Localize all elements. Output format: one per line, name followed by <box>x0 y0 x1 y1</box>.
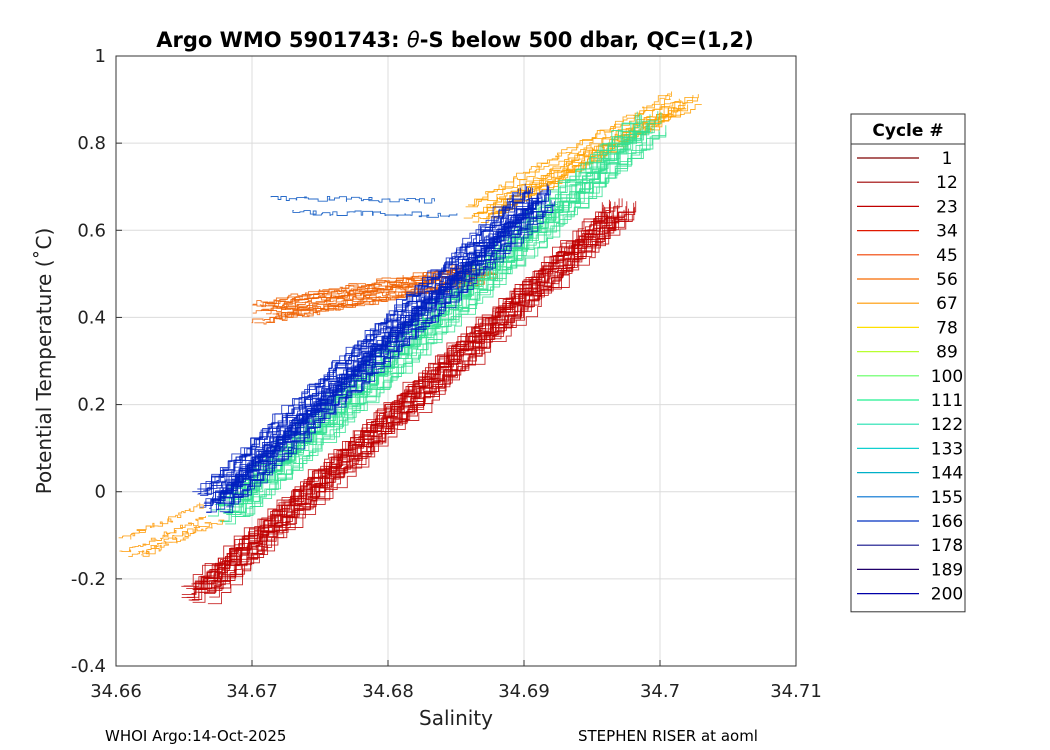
profile-line <box>200 201 524 508</box>
profile-line <box>292 210 458 218</box>
x-tick-label: 34.66 <box>90 681 142 702</box>
legend-label: 45 <box>936 246 958 266</box>
profile-line <box>192 187 521 493</box>
legend-label: 67 <box>936 294 958 314</box>
profile-line <box>465 97 671 208</box>
x-tick-label: 34.67 <box>226 681 278 702</box>
profile-line <box>183 204 604 587</box>
profile-line <box>119 516 206 553</box>
profile-line <box>209 187 532 490</box>
profile-line <box>191 198 620 585</box>
x-tick-label: 34.71 <box>770 681 822 702</box>
legend-box <box>850 113 966 613</box>
y-tick-label: 0.2 <box>77 395 106 416</box>
legend-label: 155 <box>931 488 963 508</box>
legend-label: 23 <box>936 197 958 217</box>
profile-line <box>195 204 618 590</box>
x-tick-label: 34.69 <box>498 681 550 702</box>
legend-label: 12 <box>936 173 958 193</box>
footer-right: STEPHEN RISER at aoml <box>578 727 758 745</box>
legend-label: 178 <box>931 536 963 556</box>
profile-line <box>239 125 667 515</box>
profile-line <box>200 198 623 583</box>
profile-line <box>210 201 637 589</box>
legend-label: 56 <box>936 270 958 290</box>
plot-frame <box>115 55 797 667</box>
legend-label: 122 <box>931 415 963 435</box>
legend-label: 133 <box>931 439 963 459</box>
profile-line <box>207 220 627 605</box>
profile-line <box>227 202 554 506</box>
profile-line <box>230 120 651 508</box>
y-tick-label: 0.6 <box>77 220 106 241</box>
profile-line <box>207 206 636 590</box>
profile-line <box>220 131 645 522</box>
legend-label: 144 <box>931 464 963 484</box>
profile-line <box>221 197 547 499</box>
legend-label: 1 <box>942 149 953 169</box>
profile-line <box>215 197 539 504</box>
legend-label: 100 <box>931 367 963 387</box>
profile-line <box>252 266 466 307</box>
profile-line <box>242 132 667 517</box>
legend-label: 189 <box>931 560 963 580</box>
profile-line <box>472 91 672 207</box>
profile-line <box>224 186 549 493</box>
legend-label: 166 <box>931 512 963 532</box>
profile-line <box>234 129 660 517</box>
profile-line <box>128 521 212 558</box>
legend-label: 78 <box>936 318 958 338</box>
profile-line <box>231 131 660 518</box>
y-tick-label: 0.8 <box>77 133 106 154</box>
profile-line <box>206 209 625 593</box>
legend: Cycle # 1 12 23 34 45 56 67 78 89 100 111 122 133 144 1… <box>850 113 966 613</box>
profile-line <box>198 201 616 585</box>
footer-left: WHOI Argo:14-Oct-2025 <box>105 727 286 745</box>
chart-title: Argo WMO 5901743: θ-S below 500 dbar, QC… <box>156 28 753 52</box>
legend-title: Cycle # <box>872 121 943 141</box>
profile-line <box>197 191 526 495</box>
legend-label: 34 <box>936 222 958 242</box>
y-axis-label: Potential Temperature (˚C) <box>32 228 56 495</box>
y-tick-label: 0.4 <box>77 307 106 328</box>
profile-lines <box>118 91 702 605</box>
profile-line <box>197 183 526 490</box>
legend-label: 200 <box>931 585 963 605</box>
y-tick-label: 1 <box>95 46 106 67</box>
profile-line <box>226 125 647 515</box>
profile-line <box>206 203 534 514</box>
y-tick-label: -0.2 <box>71 569 106 590</box>
legend-label: 89 <box>936 343 958 363</box>
y-tick-label: -0.4 <box>71 656 106 677</box>
x-axis-label: Salinity <box>419 706 493 730</box>
profile-line <box>141 519 225 557</box>
x-tick-label: 34.7 <box>640 681 680 702</box>
legend-label: 111 <box>931 391 963 411</box>
y-tick-label: 0 <box>95 482 106 503</box>
y-axis-ticks: -0.4 -0.2 0 0.2 0.4 0.6 0.8 1 <box>71 46 122 677</box>
profile-line <box>118 502 204 540</box>
profile-line <box>270 195 435 204</box>
x-axis-ticks: 34.66 34.67 34.68 34.69 34.7 34.71 <box>90 660 822 702</box>
x-tick-label: 34.68 <box>362 681 414 702</box>
